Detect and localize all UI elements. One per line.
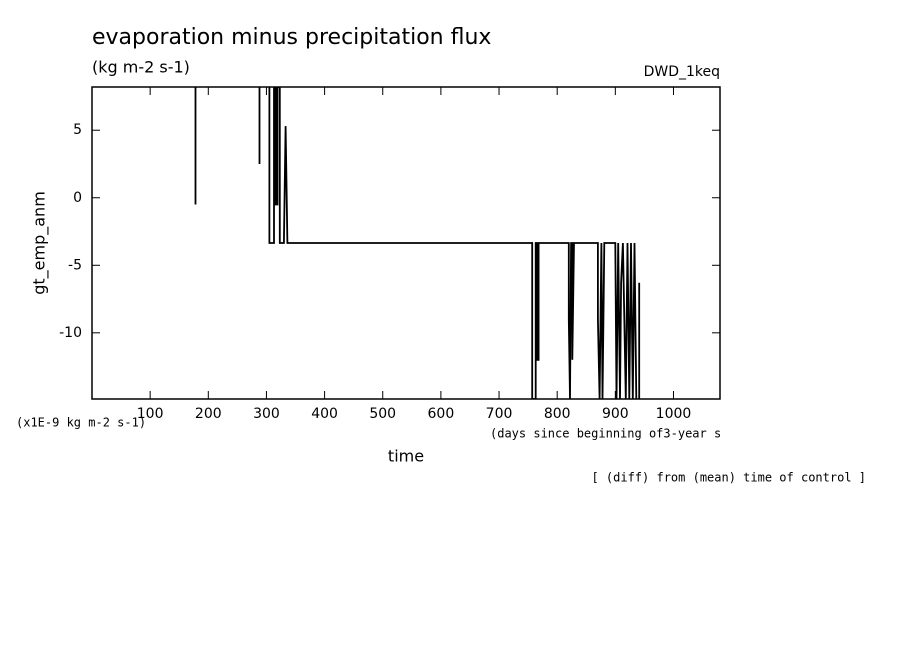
x-tick-label: 200 [195, 406, 222, 422]
x-tick-label: 700 [486, 406, 513, 422]
y-tick-label: 0 [73, 190, 82, 206]
x-tick-label: 600 [428, 406, 455, 422]
x-tick-label: 900 [602, 406, 629, 422]
x-unit-label: (days since beginning of3-year s [490, 427, 721, 441]
x-axis-label: time [388, 447, 424, 466]
y-tick-label: -10 [59, 325, 82, 341]
y-unit-label: (x1E-9 kg m-2 s-1) [16, 416, 146, 430]
y-axis-label: gt_emp_anm [30, 191, 50, 295]
footnote: [ (diff) from (mean) time of control ] [591, 471, 866, 485]
x-tick-label: 1000 [656, 406, 692, 422]
chart-subtitle: (kg m-2 s-1) [92, 58, 190, 77]
y-tick-label: 5 [73, 122, 82, 138]
x-tick-label: 400 [311, 406, 338, 422]
x-tick-label: 100 [137, 406, 164, 422]
run-label: DWD_1keq [644, 64, 720, 80]
x-tick-label: 500 [369, 406, 396, 422]
x-tick-label: 300 [253, 406, 280, 422]
y-tick-label: -5 [68, 257, 82, 273]
data-line [194, 87, 641, 399]
x-tick-label: 800 [544, 406, 571, 422]
chart-title: evaporation minus precipitation flux [92, 25, 491, 50]
plot-frame [91, 86, 721, 400]
